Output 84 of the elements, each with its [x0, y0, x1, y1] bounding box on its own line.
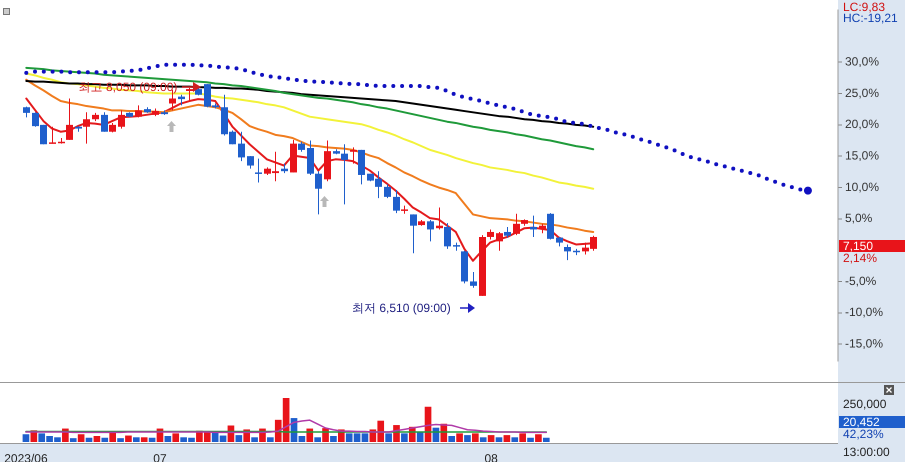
bar — [314, 437, 321, 442]
bar — [504, 435, 510, 442]
text: 250,000 — [843, 397, 886, 411]
bar — [464, 435, 471, 442]
y-tick-label: -15,0% — [845, 336, 884, 350]
bar — [488, 435, 494, 442]
candlestick — [315, 170, 322, 215]
bar — [330, 436, 337, 442]
candlestick — [539, 223, 546, 234]
bar — [527, 438, 534, 442]
text: HC:-19,21 — [843, 11, 898, 25]
bar — [22, 434, 30, 442]
bar — [70, 438, 77, 442]
bar — [172, 433, 180, 442]
candlestick — [135, 104, 142, 118]
y-tick-label: 20,0% — [845, 117, 880, 132]
candlestick — [109, 122, 116, 133]
text: 7,150 — [839, 239, 905, 253]
candlestick — [470, 272, 477, 288]
bar — [416, 432, 424, 442]
candlestick — [384, 184, 391, 199]
candlestick — [410, 214, 417, 254]
candlestick — [49, 126, 56, 144]
candlestick — [238, 131, 245, 162]
bar — [140, 437, 148, 442]
y-tick-label: -5,0% — [845, 274, 877, 288]
bar — [424, 406, 432, 442]
candlestick — [23, 106, 30, 118]
bar — [117, 438, 124, 442]
candlestick — [496, 231, 503, 252]
bar — [235, 435, 242, 442]
candlestick — [247, 156, 254, 170]
candlestick — [350, 146, 357, 164]
bar — [267, 437, 274, 442]
annotation: 최저 6,510 (09:00) — [352, 301, 451, 315]
candlestick — [281, 163, 288, 174]
bar — [251, 437, 258, 442]
bar — [542, 438, 550, 442]
candlestick — [341, 144, 348, 205]
text: 2,14% — [843, 251, 878, 265]
bar — [519, 433, 526, 442]
bar — [101, 438, 108, 442]
candlestick — [178, 94, 185, 106]
candlestick — [101, 112, 108, 132]
candlestick — [564, 244, 571, 261]
y-tick-label: 30,0% — [845, 54, 880, 69]
bar — [480, 437, 487, 442]
y-tick-label: 10,0% — [845, 180, 880, 194]
candlestick — [83, 112, 90, 144]
bar — [535, 434, 542, 442]
bar — [125, 436, 132, 442]
bar — [94, 436, 100, 442]
candlestick — [393, 189, 400, 214]
bar — [148, 438, 156, 442]
text: 42,23% — [843, 427, 884, 441]
bar — [401, 433, 408, 442]
bar — [385, 433, 392, 442]
text: LC:9,83 — [843, 0, 886, 14]
bar — [472, 433, 479, 442]
candlestick — [513, 213, 520, 236]
bar — [78, 434, 84, 442]
candlestick — [255, 158, 262, 183]
candlestick — [504, 226, 511, 238]
bar — [86, 438, 92, 442]
bar — [132, 437, 140, 442]
candlestick — [298, 141, 305, 152]
bar — [456, 433, 463, 442]
y-tick-label: 25,0% — [845, 86, 880, 100]
candlestick — [444, 222, 451, 250]
candlestick — [487, 228, 494, 240]
y-tick-label: -10,0% — [845, 305, 884, 320]
text: 13:00:00 — [843, 445, 890, 459]
bar — [496, 437, 502, 442]
candlestick — [530, 215, 537, 238]
candlestick — [427, 220, 434, 242]
bar — [448, 436, 456, 442]
text: 20,452 — [839, 415, 905, 429]
candlestick — [556, 236, 563, 247]
y-tick-label: 15,0% — [845, 148, 880, 162]
bar — [164, 436, 172, 442]
y-tick-label: 5,0% — [845, 211, 873, 226]
bar — [511, 437, 518, 442]
candlestick — [118, 110, 125, 130]
candlestick — [436, 207, 443, 230]
